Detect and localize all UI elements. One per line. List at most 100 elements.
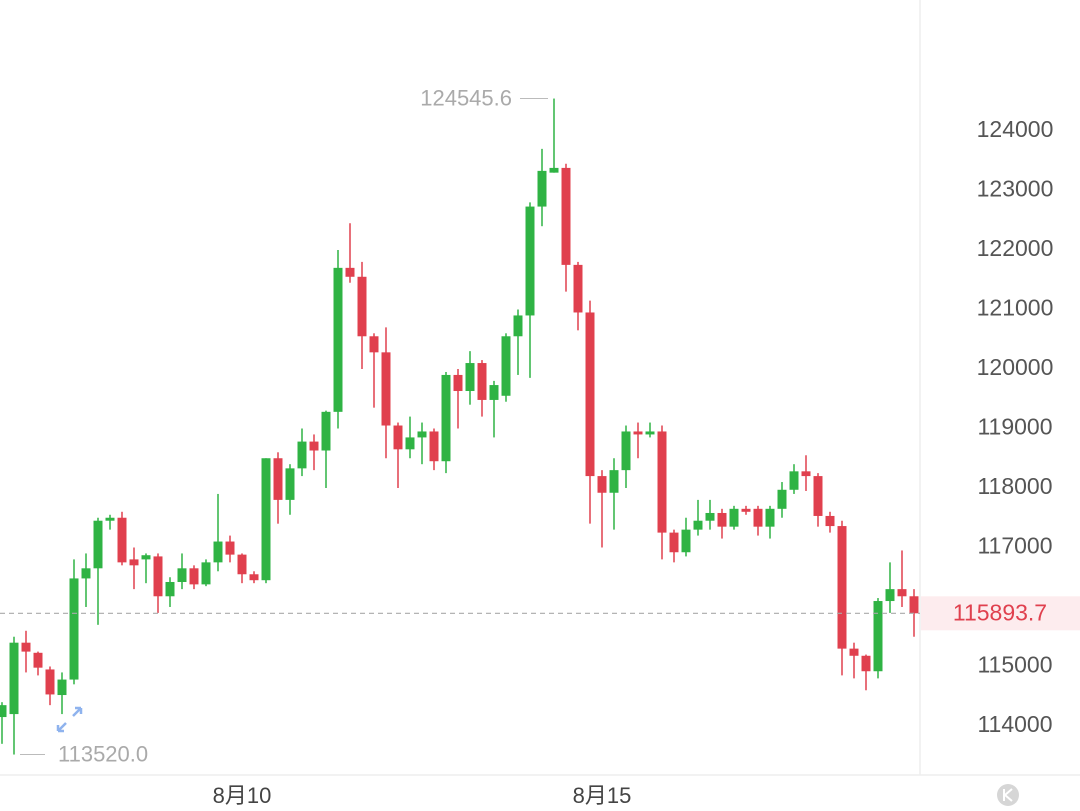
candle-body	[225, 541, 235, 555]
x-tick-label: 8月10	[213, 783, 272, 808]
candle-body	[765, 508, 775, 527]
candle-body	[9, 642, 19, 715]
candle-body	[525, 206, 535, 316]
candle-body	[609, 470, 619, 493]
high-label: 124545.6	[420, 85, 512, 110]
candle-body	[489, 385, 499, 400]
candle-body	[153, 556, 163, 597]
candle-body	[189, 568, 199, 585]
last-price-label: 115893.7	[953, 599, 1047, 625]
y-tick-label: 123000	[977, 176, 1054, 202]
candle-body	[777, 489, 787, 509]
candle-body	[549, 167, 559, 173]
candle-body	[561, 167, 571, 265]
candle-body	[513, 315, 523, 337]
candle-body	[753, 508, 763, 527]
k-icon-circle	[997, 784, 1019, 806]
y-tick-label: 115000	[977, 652, 1052, 678]
candle-body	[333, 267, 343, 412]
candle-body	[597, 476, 607, 493]
y-tick-label: 114000	[977, 711, 1052, 737]
candle-body	[297, 441, 307, 469]
candle-body	[261, 458, 271, 581]
candle-body	[273, 458, 283, 500]
candle-body	[681, 529, 691, 553]
candle-body	[885, 589, 895, 602]
y-tick-label: 118000	[977, 473, 1052, 499]
candle-body	[393, 425, 403, 450]
y-tick-label: 119000	[977, 414, 1052, 440]
candle-body	[861, 655, 871, 672]
candle-body	[81, 568, 91, 579]
candle-body	[405, 437, 415, 450]
candle-body	[357, 276, 367, 337]
candle-body	[117, 517, 127, 563]
candle-body	[21, 642, 31, 652]
candle-body	[213, 541, 223, 563]
candle-body	[477, 363, 487, 400]
candle-body	[873, 601, 883, 672]
expand-arrow	[56, 722, 67, 733]
candle-body	[177, 568, 187, 582]
candle-body	[93, 520, 103, 569]
low-label: 113520.0	[58, 741, 148, 766]
candle-body	[801, 471, 811, 477]
candle-body	[309, 441, 319, 451]
candle-body	[849, 648, 859, 656]
candle-body	[789, 471, 799, 490]
candle-body	[321, 411, 331, 451]
y-tick-label: 124000	[977, 116, 1054, 142]
candle-body	[441, 374, 451, 462]
candle-body	[645, 431, 655, 435]
candle-body	[657, 431, 667, 533]
candle-body	[453, 374, 463, 392]
candle-body	[369, 336, 379, 353]
candle-body	[105, 517, 115, 521]
candle-body	[69, 578, 79, 680]
candle-body	[381, 352, 391, 426]
candle-body	[165, 581, 175, 597]
candle-body	[669, 532, 679, 553]
candle-body	[897, 589, 907, 597]
candle-body	[33, 652, 43, 668]
candle-body	[345, 267, 355, 277]
candle-body	[417, 431, 427, 438]
last-price-tag	[921, 596, 1080, 631]
candle-body	[537, 170, 547, 207]
y-tick-label: 121000	[977, 295, 1054, 321]
y-tick-label: 117000	[977, 533, 1052, 559]
candle-body	[717, 512, 727, 527]
candle-body	[429, 431, 439, 462]
candle-body	[45, 669, 55, 695]
k-icon[interactable]	[997, 784, 1019, 806]
expand-arrow	[72, 706, 83, 717]
y-tick-label: 122000	[977, 235, 1054, 261]
candle-body	[57, 679, 67, 696]
candle-body	[573, 264, 583, 313]
candle-body	[141, 555, 151, 560]
y-tick-label: 120000	[977, 354, 1054, 380]
candle-body	[837, 526, 847, 649]
candle-body	[705, 512, 715, 521]
candle-body	[501, 336, 511, 396]
candle-body	[633, 431, 643, 435]
candle-body	[0, 705, 7, 718]
candle-body	[585, 312, 595, 477]
candle-body	[729, 508, 739, 527]
candle-body	[201, 562, 211, 585]
candle-body	[465, 363, 475, 392]
expand-icon[interactable]	[56, 706, 83, 733]
candle-body	[129, 559, 139, 566]
candle-body	[237, 554, 247, 575]
candle-body	[813, 476, 823, 516]
candle-body	[825, 515, 835, 527]
candle-body	[909, 596, 919, 614]
candle-body	[693, 520, 703, 530]
candle-body	[621, 431, 631, 471]
candle-body	[249, 574, 259, 581]
candle-body	[285, 468, 295, 500]
x-tick-label: 8月15	[573, 783, 632, 808]
